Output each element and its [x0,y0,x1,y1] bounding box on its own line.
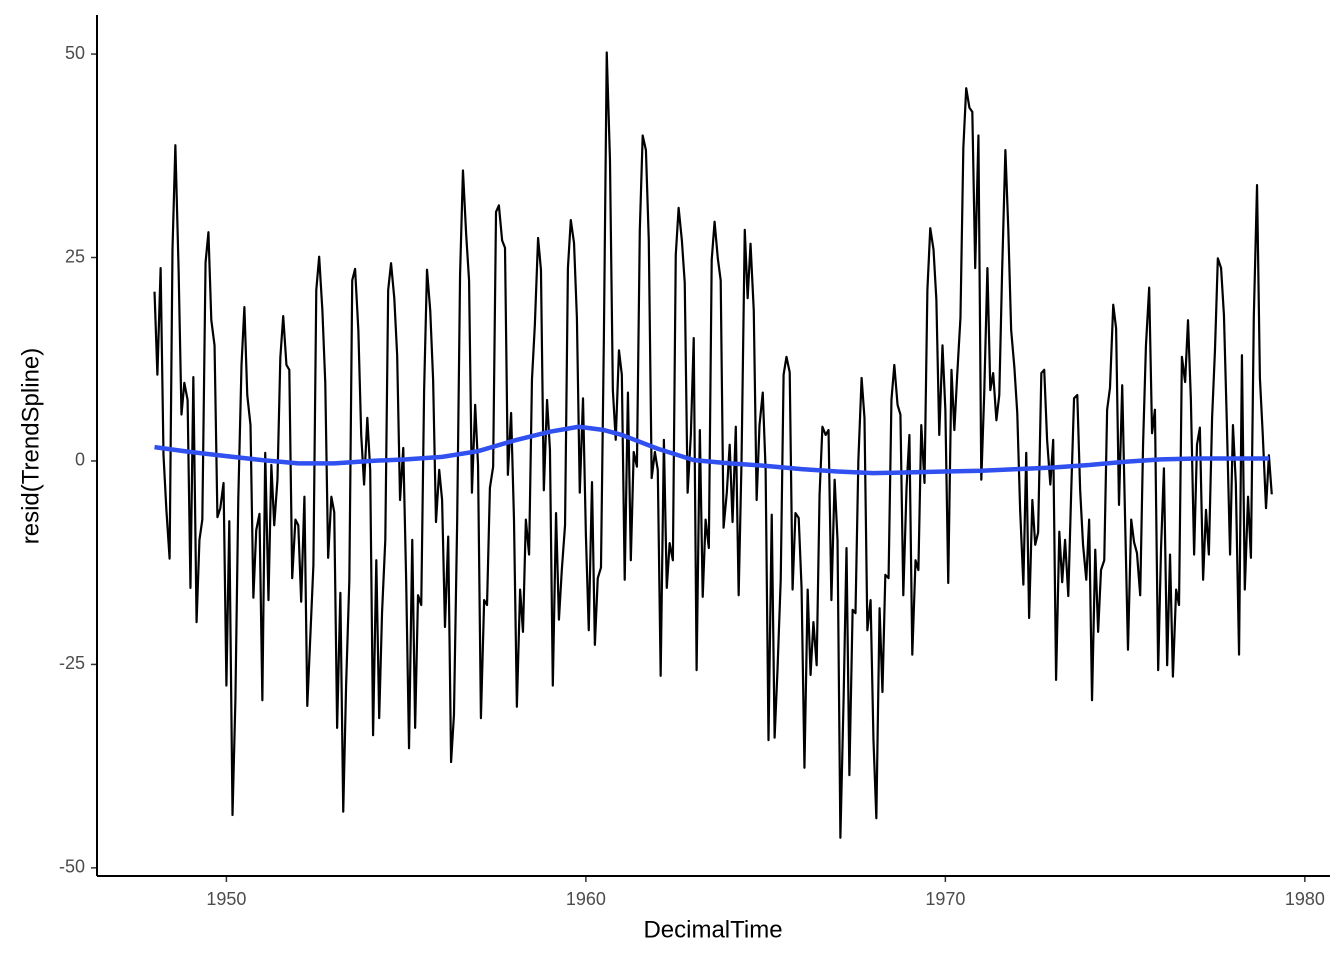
series-line [153,51,1273,839]
x-tick-label: 1950 [206,889,246,909]
series-line [154,424,1269,476]
y-tick-label: 25 [65,246,85,266]
x-axis-title: DecimalTime [643,916,782,943]
y-tick-label: -25 [59,653,85,673]
x-tick-label: 1960 [566,889,606,909]
y-tick-label: -50 [59,857,85,877]
y-axis-title: resid(TrendSpline) [17,348,44,545]
y-tick-label: 50 [65,43,85,63]
x-tick-label: 1970 [925,889,965,909]
x-tick-label: 1980 [1285,889,1325,909]
y-tick-label: 0 [75,450,85,470]
